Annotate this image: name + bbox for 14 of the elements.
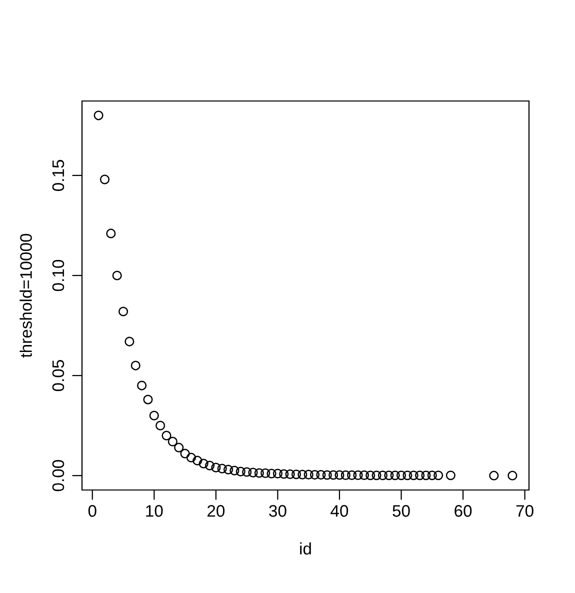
x-tick-label: 20: [207, 505, 225, 517]
x-axis-title: id: [300, 542, 311, 555]
x-tick-label: 10: [146, 505, 163, 517]
x-tick-label: 60: [454, 505, 472, 517]
y-tick-label: 0.10: [52, 260, 64, 292]
x-tick-label: 40: [330, 505, 348, 517]
y-tick-label: 0.05: [52, 360, 64, 392]
x-tick-label: 0: [88, 505, 96, 517]
y-tick-label: 0.15: [52, 160, 64, 192]
y-tick-label: 0.00: [52, 460, 64, 492]
x-tick-label: 70: [516, 505, 534, 517]
y-axis-title: threshold=10000: [20, 234, 32, 358]
x-tick-label: 50: [392, 505, 410, 517]
x-tick-label: 30: [269, 505, 286, 517]
